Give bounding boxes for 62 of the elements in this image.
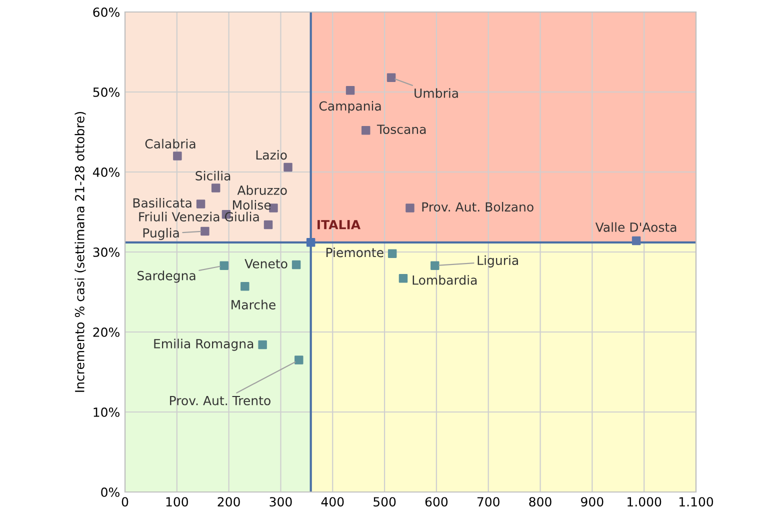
series-label: Emilia Romagna bbox=[154, 338, 254, 351]
x-tick-label: 200 bbox=[218, 497, 240, 507]
point bbox=[632, 236, 641, 246]
point bbox=[346, 86, 355, 95]
series-label: Marche bbox=[232, 300, 276, 310]
series-label: Campania bbox=[319, 101, 381, 114]
series-label: Piemonte bbox=[326, 248, 384, 258]
x-tick-label: 900 bbox=[581, 497, 604, 507]
x-tick-label: 400 bbox=[321, 497, 344, 507]
point bbox=[294, 356, 304, 364]
series-label: Friuli Venezia Giulia bbox=[139, 212, 259, 222]
text: Liguria bbox=[478, 255, 518, 268]
y-tick-label: 20% bbox=[93, 327, 120, 337]
point bbox=[220, 261, 229, 270]
series-label: Sicilia bbox=[196, 170, 230, 181]
series-label: Veneto bbox=[244, 259, 288, 268]
series-label: ITALIA bbox=[318, 220, 360, 230]
series-label: Molise bbox=[233, 200, 271, 210]
series-label: Abruzzo bbox=[237, 185, 287, 195]
series-label: Umbria bbox=[414, 88, 458, 98]
series-label: Valle D'Aosta bbox=[595, 222, 676, 232]
y-axis-title: Incremento % casi (settimana 21-28 ottobre) bbox=[74, 112, 86, 392]
y-tick-label: 50% bbox=[93, 87, 120, 97]
point bbox=[200, 226, 210, 236]
text: Sardegna bbox=[138, 270, 196, 283]
point bbox=[264, 220, 273, 230]
series-label: Calabria bbox=[145, 138, 196, 149]
point bbox=[258, 340, 267, 350]
point bbox=[406, 204, 414, 212]
point bbox=[173, 152, 182, 160]
point bbox=[196, 200, 206, 208]
point bbox=[211, 184, 220, 192]
x-tick-label: 800 bbox=[529, 497, 552, 507]
series-label: Lazio bbox=[256, 150, 287, 160]
x-tick-label: 500 bbox=[374, 497, 396, 507]
text: Prov. Aut. Trento bbox=[170, 396, 270, 406]
y-tick-label: 40% bbox=[92, 167, 120, 177]
series-label: Prov. Aut. Bolzano bbox=[422, 202, 534, 212]
y-tick-label: 30% bbox=[93, 247, 120, 257]
y-tick-label: 0% bbox=[101, 487, 120, 497]
series-label: Puglia bbox=[143, 228, 179, 240]
x-tick-label: 1.000 bbox=[628, 497, 662, 507]
point bbox=[284, 162, 292, 172]
point bbox=[240, 282, 250, 291]
y-tick-label: 10% bbox=[94, 407, 120, 417]
x-tick-label: 100 bbox=[166, 497, 188, 507]
point bbox=[388, 249, 397, 258]
x-tick-label: 300 bbox=[270, 497, 292, 507]
point bbox=[361, 126, 370, 135]
point bbox=[398, 274, 408, 283]
y-tick-label: 60% bbox=[93, 7, 120, 17]
x-tick-label: 600 bbox=[425, 497, 448, 507]
point bbox=[292, 260, 301, 270]
series-label: Basilicata bbox=[133, 198, 192, 208]
x-tick-label: 700 bbox=[477, 497, 500, 507]
series-label: Toscana bbox=[376, 124, 426, 134]
x-tick-label: 0 bbox=[122, 497, 128, 507]
x-tick-label: 1.100 bbox=[679, 497, 714, 507]
point bbox=[386, 73, 396, 82]
series-label: Lombardia bbox=[412, 275, 477, 285]
point bbox=[306, 238, 316, 247]
point bbox=[430, 261, 440, 270]
